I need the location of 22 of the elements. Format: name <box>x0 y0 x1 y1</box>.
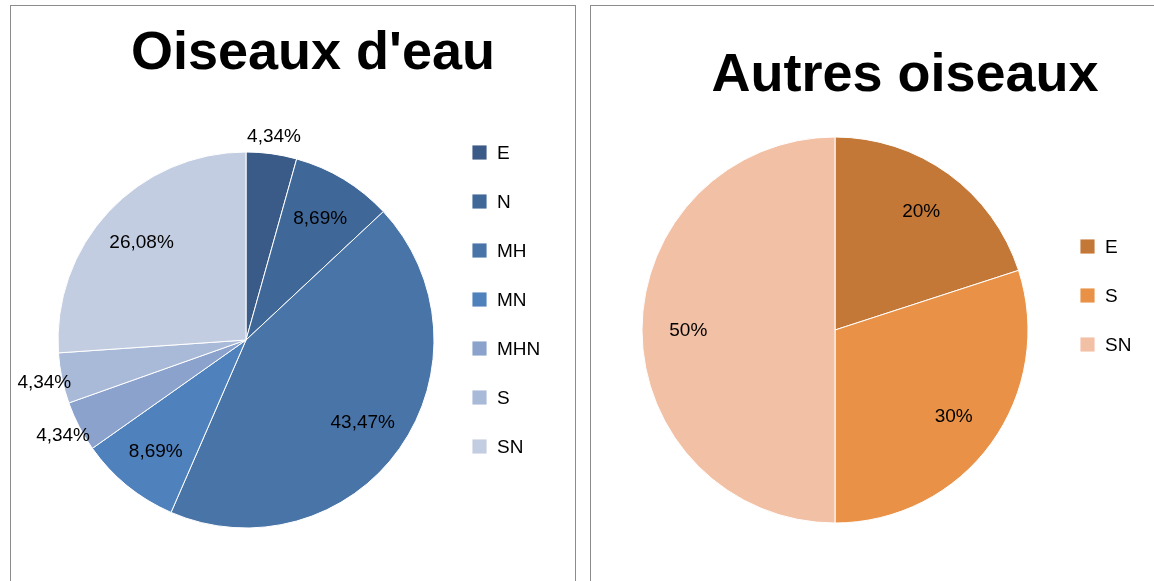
data-label: 43,47% <box>330 411 396 433</box>
data-label: 4,34% <box>36 423 91 445</box>
data-label: 4,34% <box>17 370 72 392</box>
legend-label: SN <box>1105 333 1132 355</box>
legend-label: MHN <box>497 337 541 359</box>
legend-label: MH <box>497 239 527 261</box>
data-label: 26,08% <box>109 231 174 253</box>
data-label: 30% <box>934 405 973 427</box>
legend-label: E <box>1105 235 1118 257</box>
data-label: 4,34% <box>247 124 302 146</box>
data-label: 8,69% <box>128 439 183 461</box>
legend-label: S <box>497 386 510 408</box>
chart-title: Oiseaux d'eau <box>131 20 495 80</box>
data-label: 50% <box>669 319 708 340</box>
legend-label: N <box>497 190 511 212</box>
data-label: 8,69% <box>293 206 348 228</box>
legend-label: E <box>497 141 510 163</box>
data-label: 20% <box>902 200 941 222</box>
legend-label: S <box>1105 284 1118 306</box>
legend-label: MN <box>497 288 527 310</box>
chart-title: Autres oiseaux <box>711 42 1099 102</box>
legend-label: SN <box>497 435 524 457</box>
